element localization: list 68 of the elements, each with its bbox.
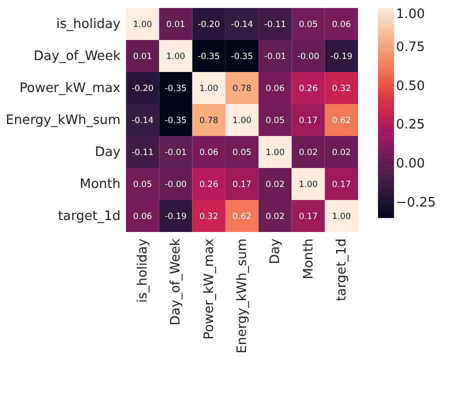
y-tick-label: Power_kW_max — [19, 81, 121, 96]
data-label: 0.02 — [332, 148, 351, 158]
data-label: 0.62 — [232, 212, 252, 222]
color-bar-label: 1.00 — [396, 7, 425, 22]
data-label: -0.20 — [198, 20, 220, 30]
x-tick-label: Power_kW_max — [202, 238, 217, 340]
color-bar-label: 0.25 — [396, 118, 425, 133]
data-label: -0.35 — [231, 52, 253, 62]
data-label: -0.11 — [264, 20, 286, 30]
color-bar-label: 0.75 — [396, 40, 425, 55]
data-label: 0.17 — [232, 180, 252, 190]
data-label: -0.20 — [132, 84, 154, 94]
data-label: 0.17 — [298, 212, 318, 222]
data-label: -0.01 — [264, 52, 286, 62]
data-label: 0.05 — [232, 148, 252, 158]
data-label: 0.78 — [199, 116, 218, 126]
data-label: 0.02 — [266, 212, 285, 222]
x-tick-label: Day_of_Week — [168, 238, 184, 326]
color-bar-label: 0.00 — [396, 156, 425, 172]
data-label: 0.01 — [166, 20, 186, 30]
data-label: 1.00 — [232, 116, 252, 126]
data-label: -0.11 — [132, 148, 154, 158]
data-label: 0.17 — [298, 116, 318, 126]
y-tick-label: Day_of_Week — [34, 49, 121, 64]
data-label: -0.01 — [164, 148, 187, 158]
data-label: 0.06 — [332, 20, 351, 30]
data-label: 1.00 — [199, 84, 218, 94]
data-label: -0.35 — [164, 84, 187, 94]
data-label: 0.78 — [232, 84, 252, 94]
x-tick-label: Energy_kWh_sum — [235, 238, 250, 354]
data-label: 0.32 — [199, 212, 218, 222]
color-bar-label: 0.50 — [396, 78, 425, 94]
data-label: -0.35 — [198, 52, 220, 62]
data-label: 0.06 — [266, 84, 285, 94]
data-label: 1.00 — [332, 212, 351, 222]
x-tick-label: Day — [268, 238, 284, 264]
x-tick-label: Month — [301, 238, 316, 280]
data-label: 1.00 — [298, 180, 318, 190]
y-tick-label: Month — [80, 177, 120, 192]
y-tick-label: target_1d — [58, 209, 120, 224]
data-label: 0.06 — [133, 212, 152, 222]
data-label: 0.26 — [298, 84, 318, 94]
data-label: -0.35 — [164, 116, 187, 126]
data-label: 0.02 — [266, 180, 285, 190]
data-label: 1.00 — [133, 20, 152, 30]
data-label: 0.02 — [298, 148, 318, 158]
data-label: 1.00 — [266, 148, 285, 158]
y-tick-label: Energy_kWh_sum — [6, 113, 120, 128]
data-label: 0.17 — [332, 180, 351, 190]
data-label: -0.00 — [164, 180, 187, 190]
data-label: 0.05 — [298, 20, 318, 30]
data-label: 0.05 — [133, 180, 152, 190]
data-label: 0.05 — [266, 116, 285, 126]
data-label: -0.19 — [330, 52, 352, 62]
data-label: 0.01 — [133, 52, 152, 62]
x-tick-label: target_1d — [334, 238, 350, 302]
color-bar-label: −0.25 — [396, 195, 436, 210]
data-label: 1.00 — [166, 52, 186, 62]
y-tick-label: Day — [94, 145, 121, 160]
data-label: -0.19 — [164, 212, 187, 222]
data-label: -0.14 — [132, 116, 154, 126]
data-label: 0.26 — [199, 180, 218, 190]
data-label: 0.06 — [199, 148, 218, 158]
data-label: -0.14 — [231, 20, 253, 30]
y-tick-label: is_holiday — [56, 17, 121, 32]
data-label: -0.00 — [297, 52, 320, 62]
data-label: 0.62 — [332, 116, 351, 126]
data-label: 0.32 — [332, 84, 351, 94]
